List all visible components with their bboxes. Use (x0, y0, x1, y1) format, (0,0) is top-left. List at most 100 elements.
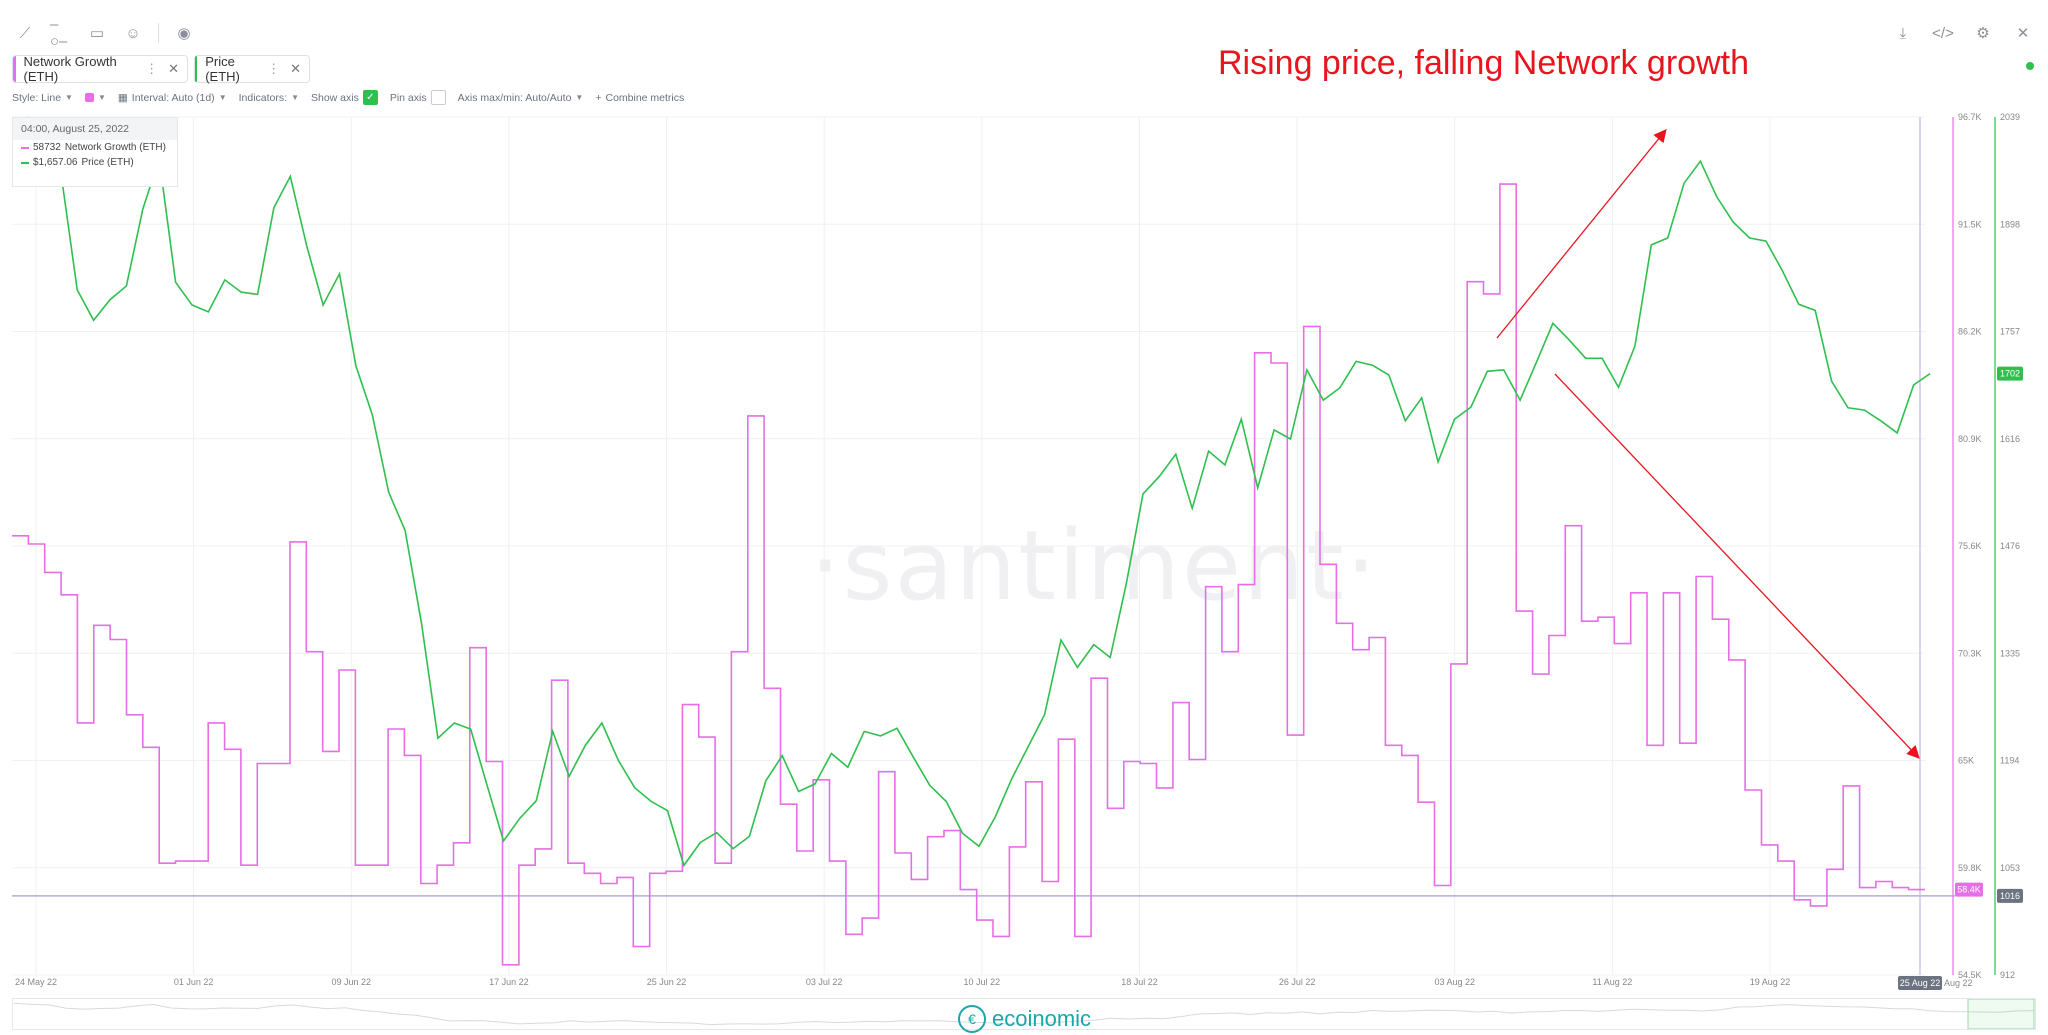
cursor-date-badge (1898, 976, 1942, 990)
combine-metrics-button[interactable]: + Combine metrics (595, 92, 684, 104)
price-axis-tick: 1194 (2000, 756, 2019, 766)
time-navigator[interactable] (12, 998, 2036, 1030)
show-axis-label: Show axis (310, 91, 359, 104)
x-tick-label: 17 Jun 22 (489, 977, 529, 987)
more-options-icon[interactable]: ⋮ (145, 61, 159, 76)
x-tick-label: 18 Jul 22 (1121, 977, 1158, 987)
chevron-down-icon: ▼ (291, 93, 299, 102)
checkbox-empty-icon[interactable] (430, 90, 446, 105)
metric-chip-network-growth[interactable]: Network Growth (ETH) ⋮ ✕ (12, 54, 188, 84)
chart-tooltip: 04:00, August 25, 2022 58732 Network Grow… (12, 117, 178, 187)
metric-chip-price[interactable]: Price (ETH) ⋮ ✕ (194, 54, 310, 84)
calendar-icon: ▦ (117, 91, 128, 104)
network-value-badge (1955, 882, 1983, 897)
x-tick-label: 11 Aug 22 (1592, 977, 1632, 987)
price-hline-badge (1997, 888, 2023, 903)
tooltip-row: 58732 Network Growth (ETH) (13, 140, 177, 155)
x-tick-label: 19 Aug 22 (1750, 977, 1791, 987)
santiment-watermark: ·santiment· (810, 510, 1379, 622)
pin-axis-label: Pin axis (389, 91, 427, 104)
x-end-label: Aug 22 (1944, 978, 1973, 988)
ecoinomic-logo: € ecoinomic (958, 1005, 1091, 1033)
style-label: Style: Line (12, 91, 62, 104)
price-value-badge (1997, 366, 2023, 381)
indicators-select[interactable]: Indicators: ▼ (239, 92, 299, 104)
price-axis-tick: 1053 (2000, 863, 2020, 873)
chart-actions: ⤓ </> ⚙ ✕ (1892, 22, 2034, 44)
tooltip-date: 04:00, August 25, 2022 (13, 118, 177, 140)
navigator-price-line (13, 1002, 2035, 1026)
x-tick-label: 09 Jun 22 (331, 977, 371, 987)
chevron-down-icon: ▼ (218, 93, 227, 102)
style-select[interactable]: Style: Line ▼ (12, 92, 73, 104)
network-axis-tick: 59.8K (1958, 863, 1982, 873)
chevron-down-icon: ▼ (575, 93, 584, 102)
settings-icon[interactable]: ⚙ (1976, 25, 1990, 42)
emoji-icon[interactable]: ☺ (125, 24, 141, 42)
x-tick-label: 10 Jul 22 (964, 977, 1001, 987)
metric-settings-row: Style: Line ▼ ▼ ▦ Interval: Auto (1d) ▼ Ind… (12, 90, 684, 105)
plus-icon: + (595, 91, 602, 104)
cursor-date-label: 25 Aug 22 (1900, 978, 1941, 988)
price-value-badge-label: 1702 (2000, 369, 2020, 379)
note-icon[interactable]: ▭ (89, 25, 105, 42)
embed-icon[interactable]: </> (1932, 24, 1954, 42)
toolbar-divider (158, 23, 159, 43)
more-options-icon[interactable]: ⋮ (267, 61, 281, 76)
price-axis-tick: 1335 (2000, 648, 2020, 658)
remove-metric-icon[interactable]: ✕ (168, 61, 179, 76)
x-tick-label: 26 Jul 22 (1279, 977, 1316, 987)
brand-name: ecoinomic (992, 1006, 1092, 1031)
navigator-selection (1967, 998, 2035, 1030)
tooltip-value: 58732 (33, 142, 61, 153)
price-axis-tick: 1476 (2000, 541, 2020, 551)
network-axis-tick: 65K (1958, 756, 1974, 766)
eye-icon[interactable]: ◉ (177, 25, 191, 42)
chevron-down-icon: ▼ (65, 93, 73, 102)
tooltip-row: $1,657.06 Price (ETH) (13, 155, 177, 170)
interval-select[interactable]: ▦ Interval: Auto (1d) ▼ (118, 92, 227, 104)
ecoinomic-icon: € (958, 1005, 986, 1033)
line-tool-icon[interactable]: ⟋ (19, 24, 31, 42)
legend-line (21, 146, 29, 149)
checkbox-checked-icon[interactable]: ✓ (362, 90, 378, 105)
network-axis-tick: 91.5K (1958, 219, 1982, 229)
combine-label: Combine metrics (605, 91, 685, 104)
color-swatch (84, 93, 94, 102)
price-axis-tick: 1616 (2000, 434, 2020, 444)
chevron-down-icon: ▼ (97, 93, 106, 102)
price-axis-tick: 2039 (2000, 112, 2020, 122)
x-tick-label: 03 Jul 22 (806, 977, 843, 987)
metric-label: Price (ETH) (205, 54, 240, 84)
x-tick-label: 01 Jun 22 (174, 977, 214, 987)
close-icon[interactable]: ✕ (2016, 25, 2030, 42)
price-axis-tick: 1757 (2000, 327, 2020, 337)
price-axis-tick: 912 (2000, 970, 2015, 980)
metric-label: Network Growth (ETH) (23, 54, 117, 84)
color-select[interactable]: ▼ (84, 93, 106, 102)
download-icon[interactable]: ⤓ (1899, 24, 1907, 42)
x-tick-label: 24 May 22 (15, 977, 57, 987)
axis-minmax-select[interactable]: Axis max/min: Auto/Auto ▼ (458, 92, 584, 104)
x-tick-label: 03 Aug 22 (1434, 977, 1475, 987)
network-value-badge-label: 58.4K (1957, 885, 1981, 895)
remove-metric-icon[interactable]: ✕ (290, 61, 301, 76)
tooltip-value: $1,657.06 (33, 157, 78, 168)
show-axis-toggle[interactable]: Show axis ✓ (311, 90, 378, 105)
tooltip-label: Price (ETH) (81, 157, 134, 168)
network-axis-tick: 70.3K (1958, 648, 1982, 658)
network-axis-tick: 75.6K (1958, 541, 1982, 551)
series-line-network-growth (12, 183, 1925, 966)
pin-axis-toggle[interactable]: Pin axis (390, 90, 446, 105)
network-axis-tick: 80.9K (1958, 434, 1982, 444)
rising-price-arrow (1496, 128, 1667, 339)
series-line-price (27, 116, 1931, 868)
live-status-dot (2026, 62, 2034, 70)
tooltip-label: Network Growth (ETH) (64, 142, 166, 153)
price-hline-badge-label: 1016 (2000, 891, 2020, 901)
metric-color-bar (13, 56, 16, 82)
price-axis-tick: 1898 (2000, 219, 2020, 229)
falling-growth-arrow (1554, 373, 1920, 759)
x-tick-label: 25 Jun 22 (647, 977, 687, 987)
